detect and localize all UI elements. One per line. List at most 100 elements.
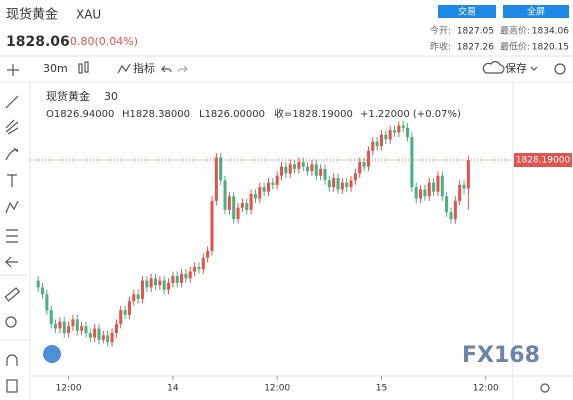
text-tool[interactable] <box>7 174 17 187</box>
candle-body <box>358 162 362 174</box>
fib-tool[interactable] <box>5 119 19 135</box>
pattern-tool[interactable] <box>5 200 19 214</box>
candle-body <box>266 182 271 192</box>
stat-value: 1834.06 <box>532 27 569 37</box>
candle-body <box>140 280 144 299</box>
undo-button[interactable] <box>161 65 172 73</box>
legend-high: H1828.38000 <box>122 109 190 120</box>
legend-interval: 30 <box>104 90 118 103</box>
candle-body <box>392 130 397 133</box>
candle-body <box>97 328 101 340</box>
candle-body <box>288 164 292 174</box>
ruler-tool[interactable] <box>4 287 21 302</box>
lock-tool[interactable] <box>6 379 18 393</box>
brush-tool[interactable] <box>5 147 19 161</box>
candle-body <box>384 134 388 140</box>
candle-body <box>236 207 240 220</box>
candle-body <box>462 184 466 189</box>
fullscreen-button-label[interactable]: 全屏 <box>527 6 545 18</box>
candle-body <box>123 310 127 315</box>
fullscreen-button[interactable] <box>503 5 569 18</box>
symbol-code: XAU <box>76 8 101 22</box>
candle-body <box>80 326 84 331</box>
candle-body <box>453 200 457 220</box>
candle-body <box>206 250 210 258</box>
symbol-title: 现货黄金 <box>6 7 58 23</box>
save-menu[interactable] <box>530 66 538 71</box>
candle-body <box>371 141 375 151</box>
stat-value: 1827.26 <box>457 43 494 53</box>
indicators-button[interactable]: 指标 <box>133 61 155 75</box>
candle-body <box>414 187 418 199</box>
candle-body <box>180 273 184 283</box>
candle-body <box>232 196 236 220</box>
candle-body <box>440 175 444 197</box>
candle-body <box>466 160 470 189</box>
x-tick-label: 12:00 <box>264 384 290 394</box>
candle-body <box>319 168 323 176</box>
candle-body <box>362 162 366 167</box>
stat-label: 昨收: <box>430 41 451 53</box>
trade-button[interactable] <box>438 5 496 18</box>
candle-body <box>293 164 297 169</box>
candle-body <box>458 184 462 201</box>
line-tool[interactable] <box>5 95 19 109</box>
candle-body <box>84 326 88 334</box>
candle-body <box>153 278 158 286</box>
candle-body <box>175 276 179 283</box>
axis-settings[interactable] <box>540 383 550 393</box>
interval-button[interactable]: 30m <box>43 62 68 75</box>
candle-body <box>301 162 305 167</box>
candle-body <box>432 182 436 192</box>
candle-body <box>184 273 188 279</box>
zoom-tool[interactable] <box>5 316 17 328</box>
legend-close: 收=1828.19000 <box>274 107 353 120</box>
stat-label: 最高价: <box>500 25 530 37</box>
chart-style-button[interactable] <box>78 61 89 74</box>
indicators-icon[interactable] <box>117 63 131 74</box>
drawing-tools <box>4 95 21 393</box>
candle-body <box>379 134 383 147</box>
candle-body <box>149 278 153 288</box>
candle-body <box>327 180 331 188</box>
candle-body <box>54 323 58 329</box>
candle-body <box>410 137 414 188</box>
candle-body <box>45 294 49 311</box>
candle-body <box>188 271 192 279</box>
cloud-icon[interactable] <box>482 61 505 74</box>
save-button[interactable]: 保存 <box>505 61 527 75</box>
candle-body <box>171 276 175 283</box>
candle-body <box>445 196 449 213</box>
candle-body <box>162 280 166 290</box>
candle-body <box>349 180 353 188</box>
candle-body <box>375 141 379 147</box>
candle-body <box>197 266 201 270</box>
candle-body <box>67 326 71 334</box>
candle-body <box>345 182 349 188</box>
cloud-badge[interactable] <box>43 345 61 363</box>
candle-body <box>136 294 140 299</box>
candle-body <box>297 162 301 169</box>
candle-body <box>306 166 310 172</box>
back-tool[interactable] <box>4 256 18 268</box>
redo-button[interactable] <box>177 65 188 73</box>
candle-body <box>253 193 257 199</box>
legend-change: +1.22000 (+0.07%) <box>360 109 461 120</box>
magnet-tool[interactable] <box>6 354 18 366</box>
candle-body <box>366 150 370 167</box>
trade-button-label[interactable]: 交易 <box>458 6 476 18</box>
candle-body <box>93 328 97 338</box>
settings-button[interactable] <box>554 63 566 75</box>
candle-body <box>193 266 197 272</box>
candle-body <box>284 166 288 174</box>
candle-body <box>240 203 244 208</box>
candle-body <box>436 175 440 192</box>
candle-body <box>340 182 344 190</box>
candle-body <box>71 319 75 327</box>
forecast-tool[interactable] <box>6 229 18 243</box>
candle-body <box>167 282 171 290</box>
x-tick-label: 14 <box>167 384 179 394</box>
crosshair-tool[interactable] <box>7 64 19 76</box>
